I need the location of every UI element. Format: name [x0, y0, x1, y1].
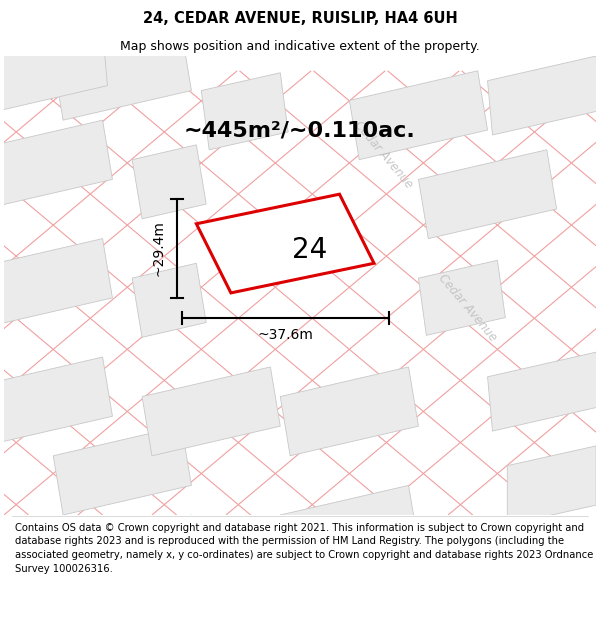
Text: Contains OS data © Crown copyright and database right 2021. This information is : Contains OS data © Crown copyright and d…: [15, 522, 593, 574]
Polygon shape: [201, 72, 288, 150]
Polygon shape: [0, 357, 112, 446]
Text: Cedar Avenue: Cedar Avenue: [436, 272, 500, 344]
Text: 24, CEDAR AVENUE, RUISLIP, HA4 6UH: 24, CEDAR AVENUE, RUISLIP, HA4 6UH: [143, 11, 457, 26]
Polygon shape: [0, 31, 107, 115]
Polygon shape: [280, 486, 418, 574]
Polygon shape: [349, 71, 488, 159]
Polygon shape: [418, 261, 505, 336]
Polygon shape: [53, 426, 191, 515]
Polygon shape: [53, 31, 191, 120]
Polygon shape: [0, 239, 112, 328]
Text: ~445m²/~0.110ac.: ~445m²/~0.110ac.: [184, 120, 416, 140]
Polygon shape: [63, 515, 196, 599]
Polygon shape: [488, 56, 600, 135]
Polygon shape: [418, 150, 557, 239]
Text: ~29.4m: ~29.4m: [152, 221, 166, 276]
Polygon shape: [196, 194, 374, 293]
Polygon shape: [488, 352, 600, 431]
Polygon shape: [142, 367, 280, 456]
Text: ~37.6m: ~37.6m: [257, 328, 313, 342]
Polygon shape: [280, 367, 418, 456]
Text: Map shows position and indicative extent of the property.: Map shows position and indicative extent…: [120, 41, 480, 53]
Text: Cedar Avenue: Cedar Avenue: [352, 119, 416, 191]
Polygon shape: [132, 263, 206, 338]
Text: 24: 24: [292, 236, 328, 264]
Polygon shape: [132, 145, 206, 219]
Polygon shape: [0, 120, 112, 209]
Polygon shape: [507, 446, 596, 525]
